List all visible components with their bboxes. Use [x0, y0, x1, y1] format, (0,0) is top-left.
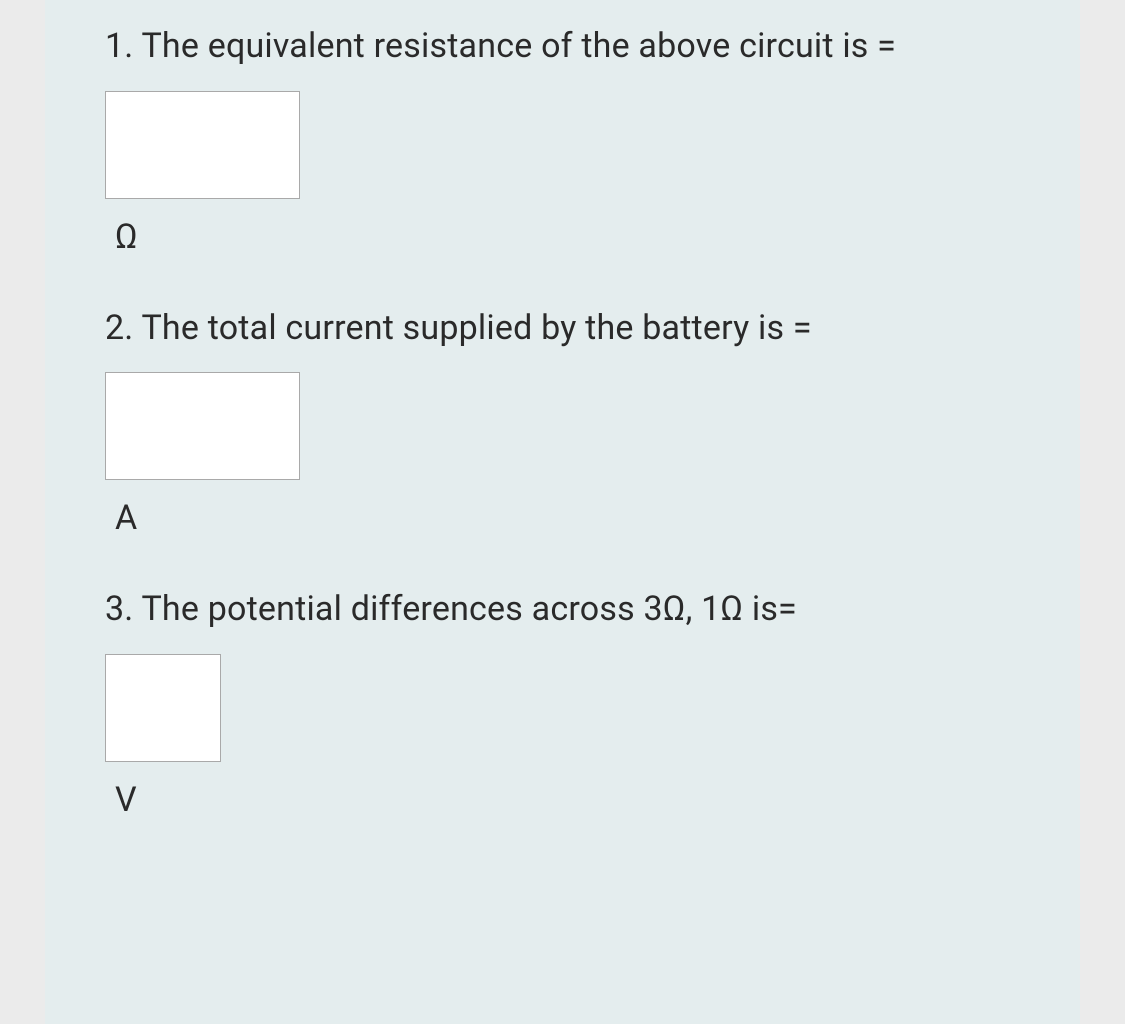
question-block-1: 1. The equivalent resistance of the abov…: [105, 20, 1020, 257]
unit-label-volt: V: [115, 780, 1020, 820]
answer-input-current[interactable]: [105, 372, 300, 480]
answer-input-resistance[interactable]: [105, 91, 300, 199]
question-block-3: 3. The potential differences across 3Ω, …: [105, 583, 1020, 820]
question-text-3: 3. The potential differences across 3Ω, …: [105, 583, 1020, 636]
unit-label-ampere: A: [115, 498, 1020, 538]
answer-input-voltage[interactable]: [105, 654, 221, 762]
question-panel: 1. The equivalent resistance of the abov…: [45, 0, 1080, 1024]
question-text-2: 2. The total current supplied by the bat…: [105, 302, 1020, 355]
question-block-2: 2. The total current supplied by the bat…: [105, 302, 1020, 539]
question-text-1: 1. The equivalent resistance of the abov…: [105, 20, 1020, 73]
unit-label-ohm: Ω: [115, 217, 1020, 257]
